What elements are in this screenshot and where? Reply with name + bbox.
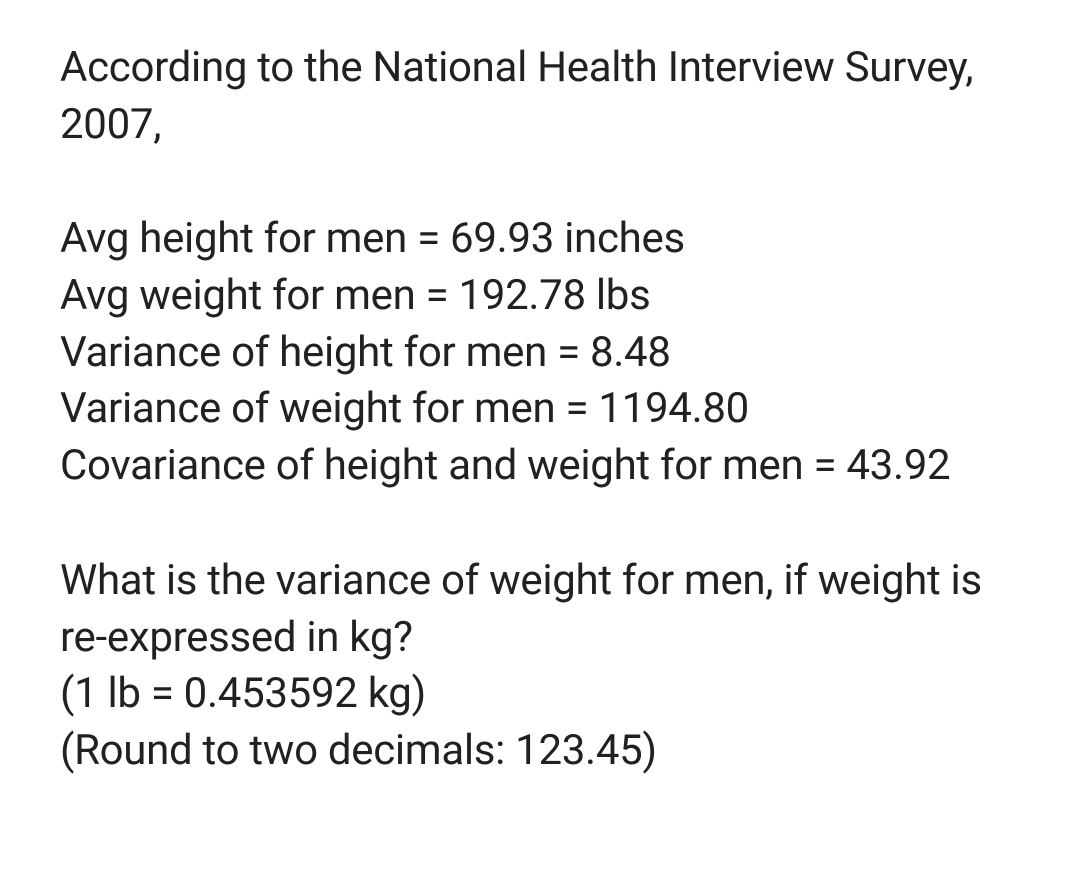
question-paragraph: What is the variance of weight for men, …: [60, 553, 1020, 780]
stat-variance-height: Variance of height for men = 8.48: [60, 325, 1020, 382]
intro-text: According to the National Health Intervi…: [60, 40, 1020, 153]
stats-paragraph: Avg height for men = 69.93 inches Avg we…: [60, 211, 1020, 494]
question-text: What is the variance of weight for men, …: [60, 553, 1020, 666]
stat-avg-height: Avg height for men = 69.93 inches: [60, 211, 1020, 268]
stat-covariance: Covariance of height and weight for men …: [60, 438, 1020, 495]
conversion-note: (1 lb = 0.453592 kg): [60, 666, 1020, 723]
stat-variance-weight: Variance of weight for men = 1194.80: [60, 381, 1020, 438]
intro-paragraph: According to the National Health Intervi…: [60, 40, 1020, 153]
stat-avg-weight: Avg weight for men = 192.78 lbs: [60, 268, 1020, 325]
rounding-note: (Round to two decimals: 123.45): [60, 723, 1020, 780]
document-content: According to the National Health Intervi…: [60, 40, 1020, 780]
